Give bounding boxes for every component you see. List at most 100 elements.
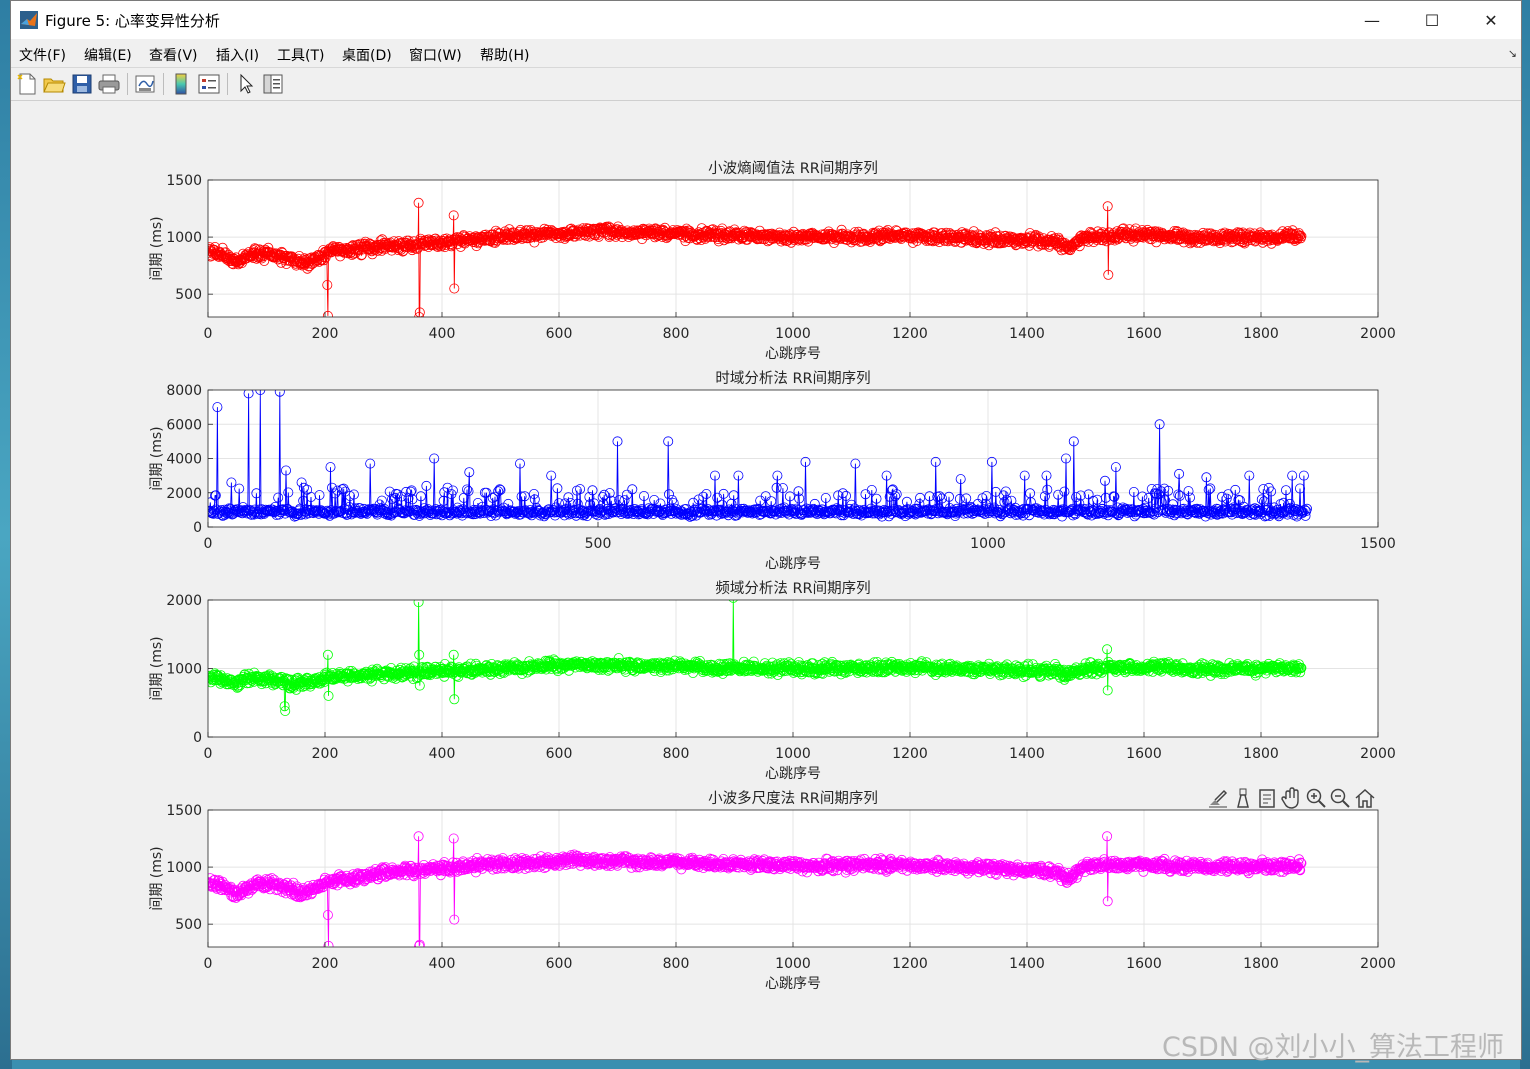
data-point — [986, 456, 997, 467]
data-point — [464, 467, 475, 478]
y-tick-label: 8000 — [166, 383, 202, 399]
subplot-title: 时域分析法 RR间期序列 — [715, 370, 870, 387]
y-tick-label: 500 — [175, 287, 202, 303]
data-point — [1266, 486, 1277, 497]
data-point — [552, 483, 563, 494]
data-point — [1083, 489, 1094, 500]
data-point — [668, 498, 679, 509]
data-point — [760, 491, 771, 502]
minimize-icon: — — [1364, 10, 1380, 30]
data-point — [516, 491, 527, 502]
data-point — [814, 507, 825, 518]
data-point — [365, 458, 376, 469]
save-icon[interactable] — [70, 72, 94, 96]
data-point — [413, 197, 424, 208]
legend-icon[interactable] — [197, 72, 221, 96]
data-point — [1295, 483, 1306, 494]
menu-edit[interactable]: 编辑(E) — [84, 48, 132, 64]
data-point — [447, 485, 458, 496]
data-point — [639, 490, 650, 501]
data-point — [1042, 484, 1053, 495]
link-plot-icon[interactable] — [133, 72, 157, 96]
open-file-icon[interactable] — [42, 72, 66, 96]
data-point — [1230, 484, 1241, 495]
x-tick-label: 1200 — [892, 326, 928, 342]
menu-window[interactable]: 窗口(W) — [409, 48, 462, 64]
data-point — [613, 221, 624, 232]
data-point — [251, 488, 262, 499]
data-point — [434, 508, 445, 519]
data-point — [384, 486, 395, 497]
print-icon[interactable] — [97, 72, 121, 96]
data-point — [448, 210, 459, 221]
menu-view[interactable]: 查看(V) — [149, 48, 198, 64]
data-point — [871, 493, 882, 504]
data-point — [1019, 470, 1030, 481]
figure-window: Figure 5: 心率变异性分析 — ☐ ✕ 文件(F) 编辑(E) 查看(V… — [10, 0, 1522, 1063]
data-point — [1064, 507, 1075, 518]
data-point — [701, 488, 712, 499]
data-point — [1277, 226, 1288, 237]
menu-insert[interactable]: 插入(I) — [216, 48, 260, 64]
data-point — [994, 507, 1005, 518]
data-point — [514, 458, 525, 469]
data-point — [712, 492, 723, 503]
data-point — [413, 600, 424, 608]
data-point — [879, 227, 890, 238]
x-tick-label: 2000 — [1360, 326, 1396, 342]
property-inspector-icon[interactable] — [261, 72, 285, 96]
data-point — [1057, 505, 1068, 516]
data-point — [1284, 498, 1295, 509]
dock-arrow-icon[interactable]: ↘ — [1507, 47, 1517, 60]
data-point — [762, 236, 773, 247]
maximize-button[interactable]: ☐ — [1403, 1, 1461, 39]
menu-tools[interactable]: 工具(T) — [277, 48, 325, 64]
data-point — [784, 491, 795, 502]
data-point — [1201, 472, 1212, 483]
y-tick-label: 0 — [193, 520, 202, 536]
close-button[interactable]: ✕ — [1462, 1, 1520, 39]
colorbar-icon[interactable] — [169, 72, 193, 96]
data-point — [414, 649, 425, 660]
data-point — [944, 491, 955, 502]
data-point — [298, 482, 309, 493]
data-point — [463, 486, 474, 497]
data-point — [621, 489, 632, 500]
data-point — [348, 489, 359, 500]
data-point — [325, 462, 336, 473]
data-point — [1069, 238, 1080, 249]
minimize-button[interactable]: — — [1343, 1, 1401, 39]
data-point — [968, 506, 979, 517]
menu-file[interactable]: 文件(F) — [19, 48, 66, 64]
data-point — [1181, 507, 1192, 518]
title-bar[interactable]: Figure 5: 心率变异性分析 — ☐ ✕ — [11, 1, 1521, 39]
toolbar-separator — [227, 73, 228, 95]
data-point — [1128, 504, 1139, 515]
x-tick-label: 0 — [204, 536, 213, 552]
data-point — [1221, 493, 1232, 504]
maximize-icon: ☐ — [1424, 10, 1440, 30]
y-tick-label: 2000 — [166, 486, 202, 502]
data-point — [273, 492, 284, 503]
data-point — [448, 649, 459, 660]
data-point — [1137, 491, 1148, 502]
menu-desktop[interactable]: 桌面(D) — [342, 48, 392, 64]
close-icon: ✕ — [1484, 10, 1498, 30]
matlab-logo-icon — [20, 11, 38, 29]
data-point — [322, 649, 333, 660]
data-point — [429, 453, 440, 464]
data-point — [1000, 486, 1011, 497]
data-point — [324, 510, 335, 521]
data-point — [710, 470, 721, 481]
data-point — [770, 506, 781, 517]
data-point — [332, 485, 343, 496]
data-point — [481, 487, 492, 498]
data-point — [881, 470, 892, 481]
data-point — [508, 664, 519, 675]
pointer-icon[interactable] — [234, 72, 258, 96]
new-figure-icon[interactable] — [15, 72, 39, 96]
data-point — [529, 494, 540, 505]
x-tick-label: 200 — [312, 326, 339, 342]
data-layer — [208, 600, 1307, 717]
menu-help[interactable]: 帮助(H) — [480, 48, 530, 64]
